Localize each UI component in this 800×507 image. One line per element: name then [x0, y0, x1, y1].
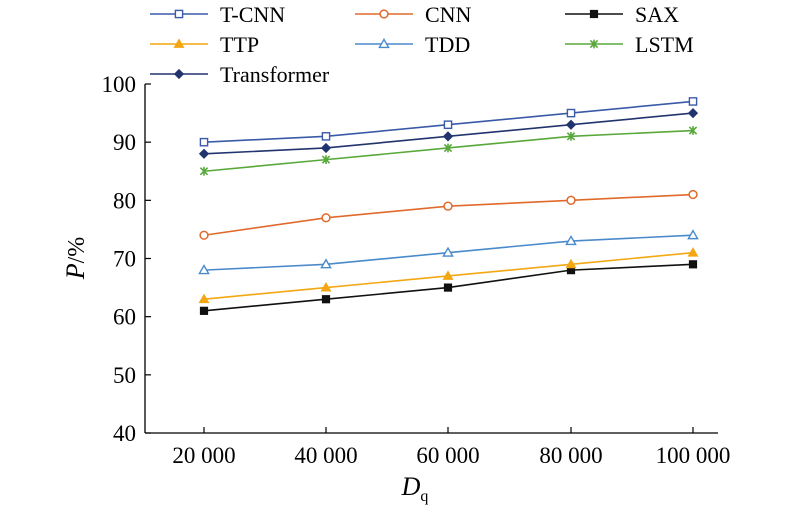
- legend-swatch-marker: [173, 38, 185, 48]
- x-tick-label: 60 000: [416, 443, 479, 468]
- legend-swatch-marker: [379, 9, 389, 19]
- data-point: [565, 119, 577, 130]
- data-point: [688, 260, 698, 269]
- legend-item: LSTM: [565, 32, 694, 57]
- data-point: [199, 166, 209, 176]
- data-point: [443, 283, 453, 292]
- data-point: [320, 258, 332, 269]
- legend-label: TTP: [220, 32, 259, 57]
- legend-label: CNN: [425, 2, 472, 27]
- data-point: [442, 270, 454, 280]
- data-point: [321, 295, 331, 304]
- series-tdd: [198, 229, 699, 275]
- legend-item: CNN: [355, 2, 472, 27]
- data-point: [442, 246, 454, 257]
- legend-label: TDD: [425, 32, 470, 57]
- data-point: [566, 131, 576, 141]
- data-point: [198, 264, 210, 275]
- data-point: [688, 189, 698, 200]
- data-point: [321, 132, 331, 141]
- data-point: [198, 293, 210, 304]
- legend-item: Transformer: [150, 62, 330, 87]
- x-tick-label: 100 000: [656, 443, 731, 468]
- legend-swatch-marker: [589, 9, 599, 19]
- data-point: [687, 107, 699, 119]
- series-line: [203, 193, 694, 237]
- legend-item: SAX: [565, 2, 679, 27]
- data-point: [443, 120, 453, 130]
- data-point: [565, 235, 577, 246]
- legend-label: LSTM: [635, 32, 694, 57]
- y-tick-label: 100: [102, 72, 137, 97]
- data-point: [321, 155, 331, 165]
- data-point: [320, 281, 332, 292]
- data-point: [199, 306, 209, 315]
- series-cnn: [199, 189, 698, 240]
- y-tick-label: 70: [113, 247, 136, 272]
- y-axis-title-unit: /%: [64, 237, 90, 264]
- x-axis-title-sub: q: [420, 488, 428, 505]
- y-tick-label: 50: [113, 363, 136, 388]
- plot-area: [198, 97, 699, 315]
- legend-label: T-CNN: [220, 2, 285, 27]
- legend-item: TDD: [355, 32, 470, 57]
- data-point: [687, 229, 699, 240]
- data-point: [199, 230, 209, 240]
- legend-swatch-marker: [174, 9, 184, 19]
- legend-swatch-marker: [173, 68, 185, 80]
- legend-item: T-CNN: [150, 2, 285, 27]
- data-point: [688, 126, 698, 135]
- data-point: [442, 131, 454, 142]
- data-point: [321, 213, 331, 223]
- series-sax: [199, 260, 698, 315]
- data-point: [566, 195, 576, 205]
- data-point: [566, 108, 576, 118]
- legend-swatch-marker: [589, 39, 599, 49]
- data-point: [688, 97, 698, 106]
- legend-label: Transformer: [220, 62, 330, 87]
- x-tick-label: 20 000: [172, 443, 235, 468]
- data-point: [443, 143, 453, 153]
- series-transformer: [198, 107, 699, 159]
- y-tick-label: 90: [113, 130, 136, 155]
- legend-item: TTP: [150, 32, 259, 57]
- y-tick-label: 40: [113, 421, 136, 446]
- x-tick-label: 80 000: [539, 443, 602, 468]
- data-point: [320, 142, 332, 154]
- series-ttp: [198, 247, 699, 304]
- data-point: [443, 201, 453, 211]
- y-tick-label: 60: [113, 305, 136, 330]
- y-tick-label: 80: [113, 188, 136, 213]
- y-axis-title-main: P: [61, 263, 90, 280]
- series-t-cnn: [199, 97, 698, 147]
- data-point: [198, 148, 210, 159]
- data-point: [565, 258, 577, 269]
- series-lstm: [199, 126, 698, 176]
- x-axis-title: Dq: [401, 472, 429, 505]
- data-point: [199, 137, 209, 147]
- y-axis-title: P/%: [61, 237, 90, 281]
- legend-swatch-marker: [378, 37, 390, 49]
- data-point: [687, 247, 699, 257]
- x-tick-label: 40 000: [294, 443, 357, 468]
- legend: T-CNN CNN SAX TTP TDD LSTM Transformer: [150, 2, 694, 87]
- x-axis-title-main: D: [401, 472, 421, 501]
- legend-label: SAX: [635, 2, 679, 27]
- axes: 40 50 60 70 80 90 100 20 000 40 000 60 000 80 000 1…: [61, 72, 730, 505]
